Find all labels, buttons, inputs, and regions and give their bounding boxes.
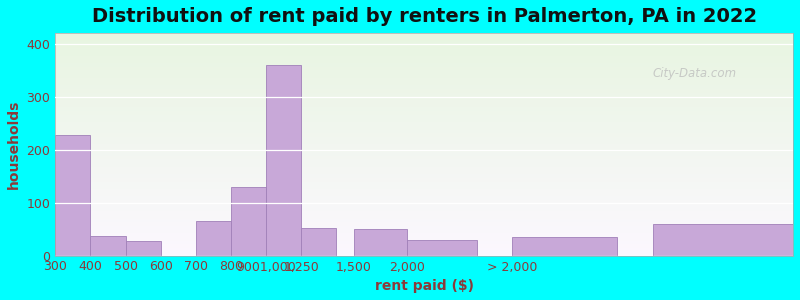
Bar: [231, 187, 266, 256]
Bar: [406, 240, 477, 256]
Bar: [653, 224, 793, 256]
Bar: [266, 65, 301, 256]
Text: City-Data.com: City-Data.com: [653, 67, 737, 80]
Y-axis label: households: households: [7, 100, 21, 189]
Bar: [354, 229, 406, 256]
Bar: [55, 135, 90, 256]
X-axis label: rent paid ($): rent paid ($): [374, 279, 474, 293]
Title: Distribution of rent paid by renters in Palmerton, PA in 2022: Distribution of rent paid by renters in …: [91, 7, 757, 26]
Bar: [90, 236, 126, 256]
Bar: [512, 237, 618, 256]
Bar: [301, 228, 336, 256]
Bar: [196, 221, 231, 256]
Bar: [126, 241, 161, 256]
